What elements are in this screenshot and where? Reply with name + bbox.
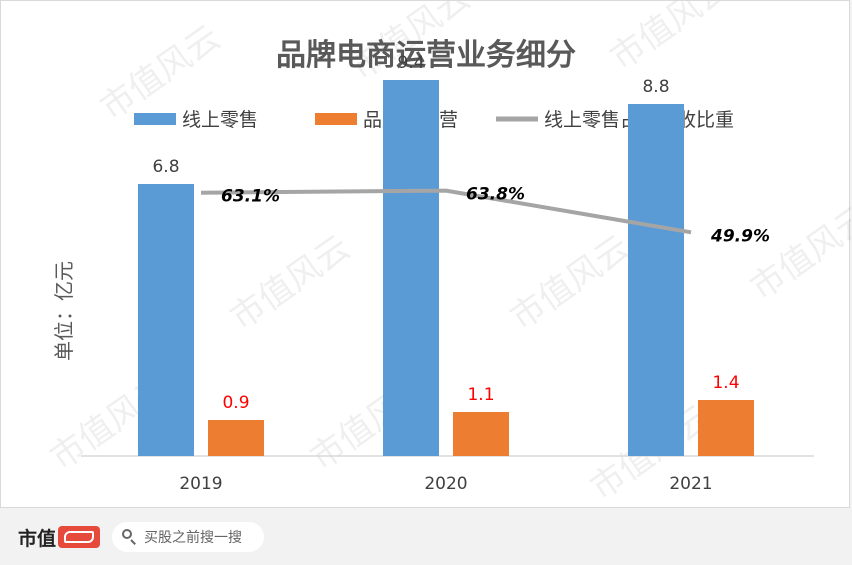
line-value-label: 63.8%: [466, 185, 525, 205]
brand-text: 市值: [18, 527, 57, 550]
watermark-text: 市值风云: [223, 228, 357, 339]
x-tick-label: 2019: [179, 474, 222, 494]
line-value-label: 49.9%: [710, 226, 770, 246]
chart-card: 市值风云市值风云市值风云市值风云市值风云市值风云市值风云市值风云市值风云 品牌电…: [0, 0, 851, 508]
y-axis-label: 单位：亿元: [52, 261, 76, 361]
legend-swatch: [134, 113, 176, 125]
bar-value-label: 1.4: [712, 373, 739, 393]
watermark-text: 市值风云: [503, 228, 637, 339]
bar-value-label: 1.1: [467, 385, 494, 405]
bar-value-label: 9.4: [397, 53, 424, 73]
bar: [698, 400, 754, 456]
footer: 市值 买股之前搜一搜: [0, 508, 852, 565]
legend-label: 线上零售: [182, 109, 258, 131]
brand-logo[interactable]: 市值: [18, 524, 101, 550]
search-icon: [122, 529, 138, 545]
watermark-text: 市值风云: [743, 198, 851, 309]
line-series-path: [200, 188, 692, 235]
bar: [383, 80, 439, 456]
search-box[interactable]: 买股之前搜一搜: [112, 522, 264, 552]
bar-value-label: 6.8: [152, 157, 179, 177]
line-value-label: 63.1%: [221, 187, 280, 207]
x-tick-label: 2020: [424, 474, 467, 494]
search-placeholder: 买股之前搜一搜: [144, 530, 242, 546]
bar: [138, 184, 194, 456]
bar: [453, 412, 509, 456]
bar-value-label: 0.9: [222, 393, 249, 413]
bar: [628, 104, 684, 456]
watermark-text: 市值风云: [603, 1, 737, 78]
brand-mark-icon: [58, 526, 101, 548]
chart: 市值风云市值风云市值风云市值风云市值风云市值风云市值风云市值风云市值风云 品牌电…: [43, 1, 851, 508]
x-tick-label: 2021: [669, 474, 712, 494]
chart-title: 品牌电商运营业务细分: [276, 38, 576, 73]
bar: [208, 420, 264, 456]
bar-value-label: 8.8: [642, 77, 669, 97]
legend-swatch: [315, 113, 357, 125]
